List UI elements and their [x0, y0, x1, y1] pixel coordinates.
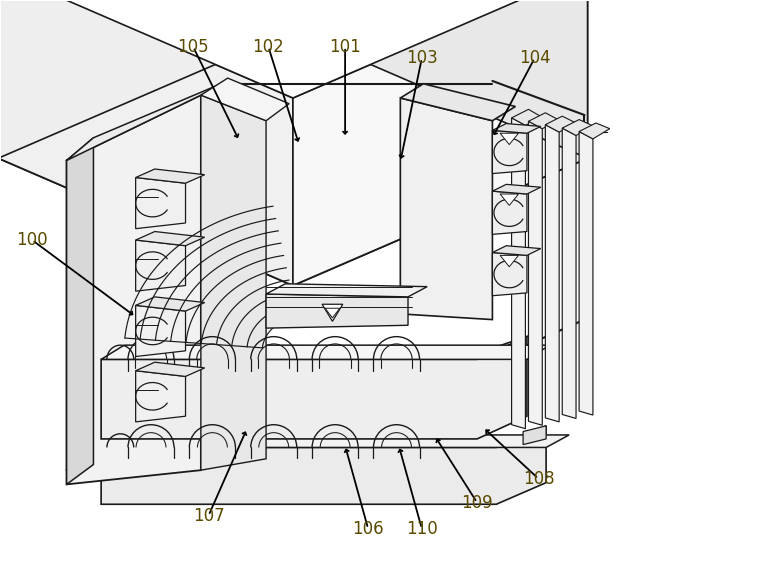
Polygon shape	[492, 184, 541, 194]
Polygon shape	[492, 252, 527, 296]
Polygon shape	[136, 297, 205, 311]
Polygon shape	[500, 194, 518, 206]
Text: 102: 102	[253, 38, 284, 56]
Polygon shape	[293, 0, 588, 158]
Polygon shape	[528, 112, 559, 128]
Polygon shape	[101, 435, 569, 448]
Text: 101: 101	[330, 38, 361, 56]
Polygon shape	[492, 191, 527, 234]
Polygon shape	[136, 371, 186, 422]
Polygon shape	[0, 0, 293, 158]
Polygon shape	[66, 95, 201, 484]
Polygon shape	[322, 304, 343, 321]
Polygon shape	[136, 362, 205, 376]
Polygon shape	[492, 246, 541, 255]
Text: 106: 106	[353, 520, 384, 538]
Polygon shape	[500, 255, 518, 267]
Polygon shape	[101, 426, 546, 504]
Polygon shape	[511, 118, 525, 429]
Text: 107: 107	[192, 506, 224, 525]
Polygon shape	[492, 123, 541, 133]
Polygon shape	[500, 133, 518, 144]
Polygon shape	[136, 231, 205, 246]
Text: 110: 110	[406, 520, 437, 538]
Polygon shape	[136, 178, 186, 228]
Polygon shape	[66, 138, 93, 484]
Polygon shape	[0, 0, 293, 286]
Polygon shape	[101, 345, 550, 359]
Polygon shape	[293, 0, 588, 286]
Polygon shape	[400, 98, 492, 320]
Polygon shape	[562, 119, 593, 135]
Polygon shape	[266, 294, 408, 328]
Text: 109: 109	[461, 493, 493, 512]
Polygon shape	[0, 0, 588, 98]
Polygon shape	[101, 337, 527, 439]
Polygon shape	[545, 124, 559, 422]
Polygon shape	[266, 284, 427, 297]
Polygon shape	[562, 128, 576, 419]
Text: 108: 108	[523, 470, 554, 488]
Text: 104: 104	[519, 49, 551, 67]
Polygon shape	[579, 123, 610, 139]
Polygon shape	[400, 84, 515, 120]
Polygon shape	[136, 305, 186, 356]
Polygon shape	[325, 308, 340, 318]
Polygon shape	[511, 110, 542, 125]
Polygon shape	[545, 116, 576, 132]
Polygon shape	[528, 121, 542, 425]
Text: 105: 105	[177, 38, 209, 56]
Polygon shape	[492, 130, 527, 174]
Polygon shape	[523, 426, 546, 445]
Polygon shape	[579, 131, 593, 415]
Polygon shape	[0, 31, 588, 286]
Polygon shape	[136, 169, 205, 183]
Polygon shape	[201, 78, 289, 120]
Text: 100: 100	[16, 231, 48, 249]
Polygon shape	[66, 81, 228, 160]
Text: 103: 103	[406, 49, 437, 67]
Polygon shape	[201, 95, 266, 470]
Polygon shape	[136, 240, 186, 291]
